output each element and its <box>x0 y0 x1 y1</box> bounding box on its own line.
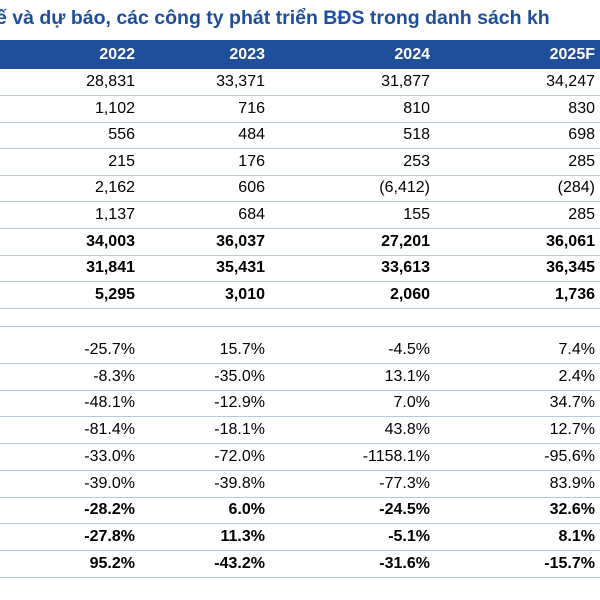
table-cell: (284) <box>557 179 595 197</box>
table-cell: 31,877 <box>381 73 430 90</box>
table-cell: 684 <box>238 206 265 223</box>
table-cell: 34,247 <box>546 73 595 90</box>
table-cell: 15.7% <box>219 341 265 358</box>
table-cell: 12.7% <box>549 421 595 439</box>
table-cell: 7.0% <box>393 394 430 412</box>
table-row: 2,162 606 (6,412) (284) <box>0 175 600 203</box>
table-cell: 810 <box>403 99 430 117</box>
table-title: ế và dự báo, các công ty phát triển BĐS … <box>0 7 550 29</box>
table-cell: 2.4% <box>558 367 595 385</box>
table-cell: -95.6% <box>544 447 595 465</box>
table-cell: 2,162 <box>94 179 135 197</box>
table-cell: -4.5% <box>388 341 430 358</box>
table-cell: -33.0% <box>84 447 135 465</box>
table-cell: 7.4% <box>558 341 595 358</box>
table-row: 1,102 716 810 830 <box>0 96 600 123</box>
table-cell: 253 <box>403 152 430 170</box>
table-cell: -48.1% <box>84 394 135 412</box>
table-cell: -43.2% <box>214 554 265 572</box>
table-cell: 36,061 <box>546 232 595 250</box>
table-row: -48.1% -12.9% 7.0% 34.7% <box>0 390 600 418</box>
table-cell: 32.6% <box>549 501 595 519</box>
table-cell: -77.3% <box>379 474 430 492</box>
table-cell: 698 <box>568 126 595 144</box>
table-cell: 556 <box>108 126 135 144</box>
table-cell: 155 <box>403 206 430 223</box>
table-cell: -8.3% <box>93 367 135 385</box>
table-row: -27.8% 11.3% -5.1% 8.1% <box>0 524 600 551</box>
section-divider <box>0 326 600 327</box>
table-cell: -31.6% <box>379 554 430 572</box>
table-cell: -5.1% <box>388 527 430 545</box>
table-cell: -12.9% <box>214 394 265 412</box>
table-cell: 33,371 <box>216 73 265 90</box>
table-cell: 176 <box>238 152 265 170</box>
table-cell: 36,345 <box>546 259 595 277</box>
table-cell: 2,060 <box>389 285 430 303</box>
table-cell: 285 <box>568 206 595 223</box>
table-cell: 95.2% <box>89 554 135 572</box>
table-cell: 1,137 <box>94 206 135 223</box>
table-cell: 6.0% <box>228 501 265 519</box>
table-row: -33.0% -72.0% -1158.1% -95.6% <box>0 444 600 471</box>
table-row: 1,137 684 155 285 <box>0 202 600 229</box>
column-header-2025f: 2025F <box>549 46 595 63</box>
table-row: 31,841 35,431 33,613 36,345 <box>0 255 600 283</box>
column-header-2022: 2022 <box>99 46 135 63</box>
table-cell: -39.8% <box>214 474 265 492</box>
table-cell: 31,841 <box>86 259 135 277</box>
table-row: -39.0% -39.8% -77.3% 83.9% <box>0 471 600 498</box>
table-row: -28.2% 6.0% -24.5% 32.6% <box>0 497 600 525</box>
table-cell: -18.1% <box>214 421 265 439</box>
table-cell: 8.1% <box>558 527 595 545</box>
table-cell: 830 <box>568 99 595 117</box>
table-cell: -28.2% <box>84 501 135 519</box>
table-cell: -39.0% <box>84 474 135 492</box>
table-cell: 215 <box>108 152 135 170</box>
table-row: 95.2% -43.2% -31.6% -15.7% <box>0 551 600 578</box>
table-cell: 11.3% <box>220 527 265 545</box>
table-cell: 1,102 <box>94 99 135 117</box>
table-cell: 35,431 <box>216 259 265 277</box>
table-row: 28,831 33,371 31,877 34,247 <box>0 69 600 96</box>
table-row: -8.3% -35.0% 13.1% 2.4% <box>0 364 600 391</box>
table-row: -25.7% 15.7% -4.5% 7.4% <box>0 337 600 364</box>
table-cell: 606 <box>238 179 265 197</box>
column-header-2023: 2023 <box>229 46 265 63</box>
table-cell: 34.7% <box>549 394 595 412</box>
table-cell: -24.5% <box>379 501 430 519</box>
table-cell: 43.8% <box>384 421 430 439</box>
table-cell: 27,201 <box>381 232 430 250</box>
table-cell: -35.0% <box>214 367 265 385</box>
table-cell: 3,010 <box>224 285 265 303</box>
table-cell: -25.7% <box>84 341 135 358</box>
table-cell: 5,295 <box>94 285 135 303</box>
table-cell: 33,613 <box>381 259 430 277</box>
table-cell: 28,831 <box>86 73 135 90</box>
table-row: -81.4% -18.1% 43.8% 12.7% <box>0 417 600 445</box>
table-cell: 36,037 <box>216 232 265 250</box>
table-cell: 716 <box>238 99 265 117</box>
table-row: 556 484 518 698 <box>0 122 600 150</box>
table-cell: -27.8% <box>84 527 135 545</box>
table-cell: -15.7% <box>544 554 595 572</box>
table-cell: 484 <box>238 126 265 144</box>
table-cell: 1,736 <box>554 285 595 303</box>
table-cell: 83.9% <box>549 474 595 492</box>
table-row: 5,295 3,010 2,060 1,736 <box>0 282 600 309</box>
table-cell: 13.1% <box>384 367 430 385</box>
table-cell: -1158.1% <box>362 447 430 465</box>
column-header-2024: 2024 <box>394 46 430 63</box>
table-header: 2022 2023 2024 2025F <box>0 40 600 69</box>
table-cell: 285 <box>568 152 595 170</box>
table-cell: (6,412) <box>379 179 430 197</box>
table-cell: 518 <box>403 126 430 144</box>
table-cell: 34,003 <box>86 232 135 250</box>
table-cell: -72.0% <box>214 447 265 465</box>
table-row: 215 176 253 285 <box>0 149 600 176</box>
table-cell: -81.4% <box>84 421 135 439</box>
table-row: 34,003 36,037 27,201 36,061 <box>0 229 600 256</box>
